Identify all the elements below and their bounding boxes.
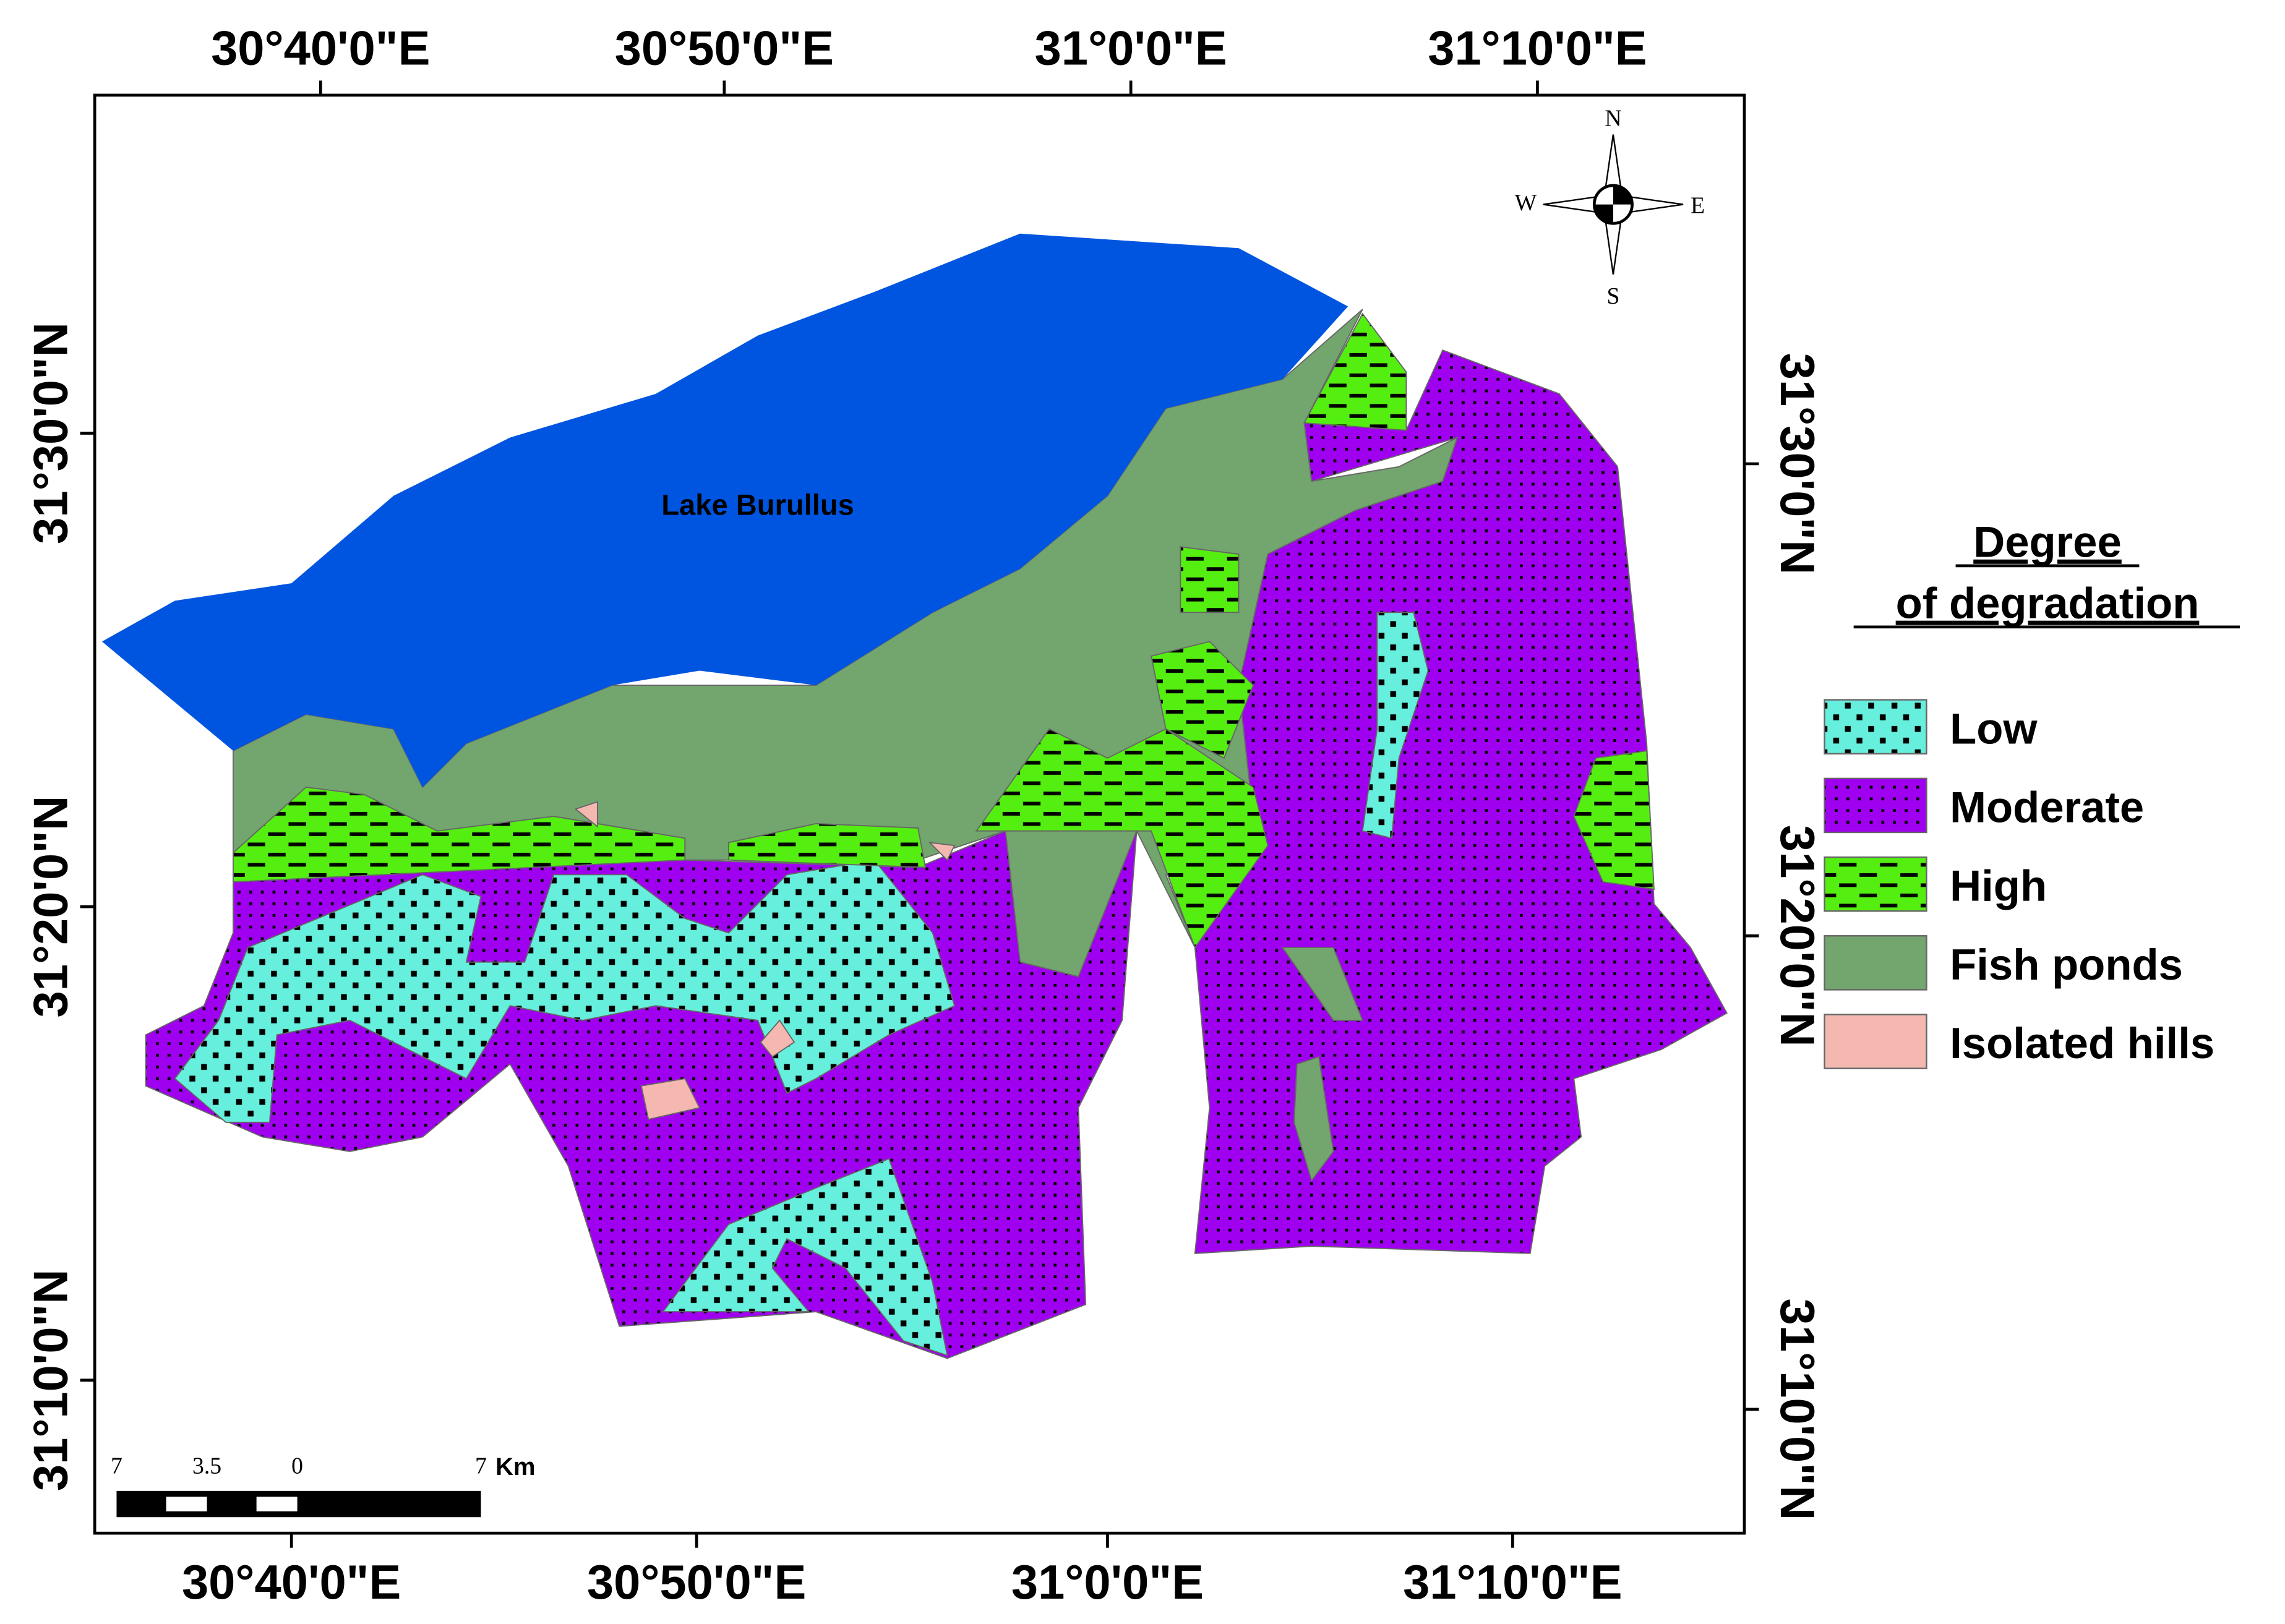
latitude-label: 31°10'0"N — [1770, 1299, 1824, 1521]
legend-label: Fish ponds — [1950, 940, 2183, 989]
scale-bar: 7 3.5 0 7 Km — [111, 1453, 536, 1518]
legend-swatch — [1824, 699, 1927, 754]
legend-title: Degree — [1973, 518, 2122, 566]
isolated-hill — [928, 842, 956, 861]
scale-label: 7 — [475, 1453, 487, 1479]
latitude-label: 31°20'0"N — [24, 796, 77, 1018]
legend: Degree of degradation Low Moderate High … — [1824, 518, 2240, 1069]
compass-n: N — [1605, 105, 1621, 131]
longitude-label: 30°50'0"E — [615, 22, 834, 75]
legend-label: Isolated hills — [1950, 1019, 2214, 1067]
high-region — [727, 823, 927, 868]
fish-ponds-region — [1293, 1056, 1334, 1182]
fish-ponds-region — [1281, 947, 1364, 1021]
isolated-hill — [760, 1019, 795, 1058]
latitude-label: 31°30'0"N — [24, 322, 77, 544]
scale-unit: Km — [495, 1453, 536, 1481]
legend-label: High — [1950, 861, 2047, 910]
high-region — [1180, 546, 1240, 613]
scale-label: 3.5 — [192, 1453, 221, 1479]
scale-label: 7 — [111, 1453, 122, 1479]
isolated-hill — [640, 1078, 701, 1121]
legend-swatch — [1824, 856, 1927, 912]
scale-label: 0 — [291, 1453, 303, 1479]
isolated-hill — [574, 801, 598, 828]
legend-swatch — [1824, 1014, 1927, 1069]
legend-title: of degradation — [1896, 579, 2200, 628]
high-region — [975, 728, 1269, 949]
latitude-label: 31°30'0"N — [1770, 353, 1824, 575]
longitude-label: 31°0'0"E — [1035, 22, 1227, 75]
latitude-label: 31°20'0"N — [1770, 825, 1824, 1047]
longitude-label: 31°10'0"E — [1428, 22, 1647, 75]
high-region — [1151, 641, 1254, 759]
legend-swatch — [1824, 777, 1927, 834]
scale-bar-segment — [166, 1497, 207, 1511]
high-region — [232, 786, 686, 883]
compass: N S E W — [1515, 105, 1705, 309]
frame-ticks — [80, 80, 1759, 1548]
coordinate-labels: 30°40'0"E 30°50'0"E 31°0'0"E 31°10'0"E 3… — [24, 22, 1824, 1609]
compass-w: W — [1515, 190, 1537, 216]
low-region — [174, 859, 956, 1123]
high-region — [1303, 312, 1407, 431]
compass-quadrants — [1594, 185, 1632, 224]
lake-region — [101, 233, 1348, 787]
map-regions — [101, 233, 1728, 1359]
longitude-label: 30°40'0"E — [182, 1556, 401, 1609]
longitude-label: 31°10'0"E — [1403, 1556, 1622, 1609]
longitude-label: 31°0'0"E — [1011, 1556, 1204, 1609]
high-region — [1573, 750, 1655, 890]
compass-e: E — [1691, 193, 1705, 219]
legend-swatch — [1824, 935, 1927, 991]
scale-bar-segment — [256, 1497, 298, 1511]
legend-label: Low — [1950, 704, 2038, 753]
map-frame — [93, 93, 1746, 1535]
longitude-label: 30°50'0"E — [587, 1556, 806, 1609]
compass-s: S — [1606, 283, 1619, 309]
latitude-label: 31°10'0"N — [24, 1269, 77, 1491]
low-region — [1361, 612, 1429, 839]
longitude-label: 30°40'0"E — [211, 22, 430, 75]
lake-label: Lake Burullus — [661, 488, 854, 521]
legend-label: Moderate — [1950, 782, 2144, 831]
low-region — [662, 1158, 948, 1357]
